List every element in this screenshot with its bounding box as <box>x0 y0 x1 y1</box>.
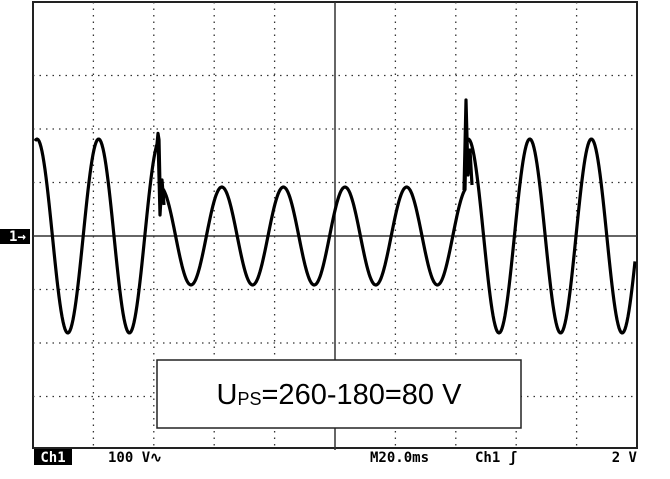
status-channel: Ch1 <box>40 450 65 466</box>
annotation-rest: =260-180=80 V <box>262 379 463 411</box>
status-timebase: M20.0ms <box>370 450 429 466</box>
annotation-box <box>156 359 522 429</box>
channel-marker: 1→ <box>9 229 26 245</box>
status-trigger: Ch1 ʃ <box>475 450 517 466</box>
status-trigger-level: 2 V <box>612 450 638 466</box>
channel-marker-text: 1 <box>9 229 17 245</box>
channel-marker-box <box>0 229 30 244</box>
status-scale: 100 V∿ <box>108 450 162 466</box>
channel-box <box>34 449 72 465</box>
annotation-subscript: PS <box>237 389 261 409</box>
annotation-main: U <box>217 379 238 411</box>
waveform <box>33 98 637 335</box>
annotation: UPS=260-180=80 V <box>217 379 463 411</box>
